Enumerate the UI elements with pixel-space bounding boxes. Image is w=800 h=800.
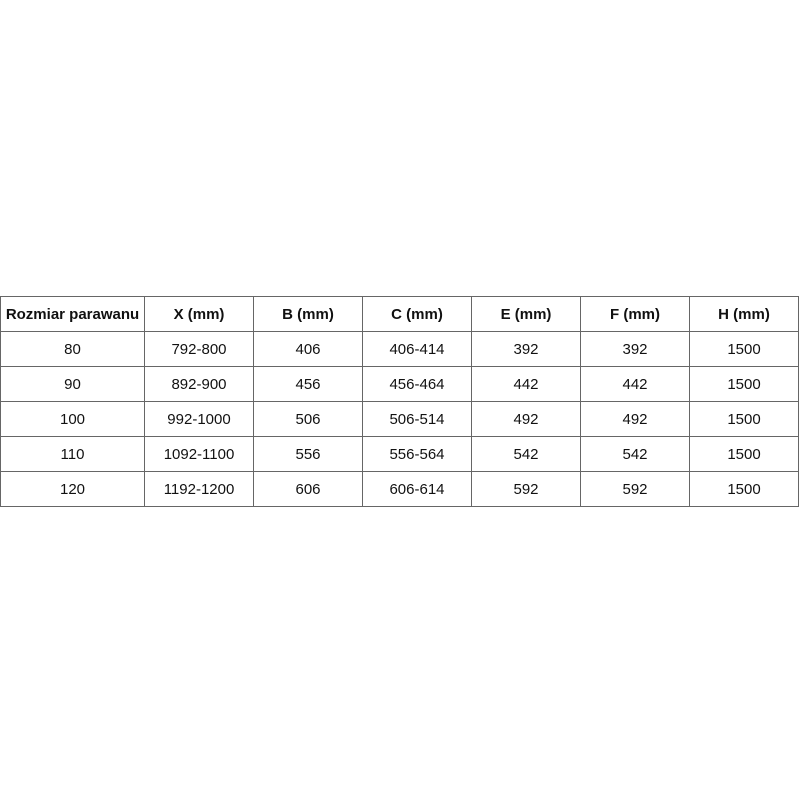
table-cell: 1092-1100: [144, 436, 254, 472]
table-cell: 442: [471, 366, 581, 402]
table-cell: 892-900: [144, 366, 254, 402]
table-cell: 392: [471, 331, 581, 367]
table-cell: 456-464: [362, 366, 472, 402]
table-cell: 406-414: [362, 331, 472, 367]
table-cell: 1500: [689, 401, 799, 437]
header-row: Rozmiar parawanu X (mm) B (mm) C (mm) E (mm)…: [0, 296, 799, 332]
table-cell: 100: [0, 401, 145, 437]
table-cell: 1500: [689, 471, 799, 507]
table-cell: 556: [253, 436, 363, 472]
table-cell: 992-1000: [144, 401, 254, 437]
column-header: X (mm): [144, 296, 254, 332]
table-row: 120 1192-1200 606 606-614 592 592 1500: [0, 471, 799, 507]
table-cell: 492: [580, 401, 690, 437]
table-cell: 542: [471, 436, 581, 472]
table-cell: 592: [471, 471, 581, 507]
table-cell: 120: [0, 471, 145, 507]
table-cell: 406: [253, 331, 363, 367]
table-cell: 1500: [689, 366, 799, 402]
table-cell: 1192-1200: [144, 471, 254, 507]
table-cell: 392: [580, 331, 690, 367]
dimensions-table: Rozmiar parawanu X (mm) B (mm) C (mm) E (mm)…: [0, 296, 799, 507]
table-cell: 442: [580, 366, 690, 402]
table-row: 110 1092-1100 556 556-564 542 542 1500: [0, 436, 799, 472]
table-cell: 80: [0, 331, 145, 367]
table-cell: 556-564: [362, 436, 472, 472]
table-cell: 542: [580, 436, 690, 472]
table-cell: 1500: [689, 436, 799, 472]
table-cell: 492: [471, 401, 581, 437]
table-row: 90 892-900 456 456-464 442 442 1500: [0, 366, 799, 402]
table-row: 100 992-1000 506 506-514 492 492 1500: [0, 401, 799, 437]
table-cell: 506: [253, 401, 363, 437]
table-cell: 456: [253, 366, 363, 402]
table-cell: 606: [253, 471, 363, 507]
table-cell: 1500: [689, 331, 799, 367]
table-cell: 792-800: [144, 331, 254, 367]
column-header: Rozmiar parawanu: [0, 296, 145, 332]
column-header: C (mm): [362, 296, 472, 332]
column-header: F (mm): [580, 296, 690, 332]
table-cell: 90: [0, 366, 145, 402]
table-cell: 110: [0, 436, 145, 472]
table-cell: 506-514: [362, 401, 472, 437]
table-cell: 606-614: [362, 471, 472, 507]
column-header: E (mm): [471, 296, 581, 332]
table-row: 80 792-800 406 406-414 392 392 1500: [0, 331, 799, 367]
column-header: B (mm): [253, 296, 363, 332]
column-header: H (mm): [689, 296, 799, 332]
table-cell: 592: [580, 471, 690, 507]
